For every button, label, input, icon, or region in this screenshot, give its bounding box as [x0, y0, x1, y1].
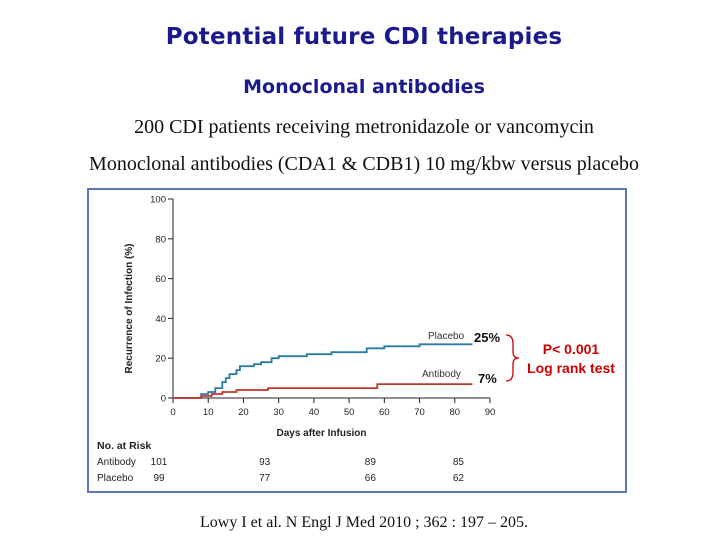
x-axis-title: Days after Infusion [276, 428, 366, 439]
bracket-icon [505, 334, 520, 382]
risk-cell: 62 [453, 473, 465, 484]
series-line-antibody [173, 383, 473, 399]
axes: 0 20 40 60 80 100 0 10 20 30 40 50 60 70 80 90 [150, 195, 495, 419]
risk-table-title: No. at Risk [97, 440, 151, 452]
y-tick-label: 100 [150, 195, 166, 206]
x-tick-label: 10 [203, 407, 214, 418]
end-label-antibody: 7% [478, 371, 497, 386]
y-axis-title: Recurrence of Infection (%) [124, 243, 135, 373]
risk-cell: 99 [153, 473, 165, 484]
y-tick-label: 0 [161, 394, 166, 405]
y-tick-label: 60 [155, 274, 166, 285]
x-tick-label: 60 [379, 407, 390, 418]
chart-labels: Days after Infusion Recurrence of Infecti… [124, 243, 615, 439]
y-tick-label: 20 [155, 354, 166, 365]
slide-title: Potential future CDI therapies [165, 24, 563, 50]
risk-row-label: Antibody [97, 457, 136, 468]
legend-label-placebo: Placebo [428, 331, 465, 342]
x-tick-label: 80 [449, 407, 460, 418]
study-population-text: 200 CDI patients receiving metronidazole… [134, 116, 594, 138]
x-tick-label: 90 [485, 407, 496, 418]
slide-subtitle: Monoclonal antibodies [243, 76, 485, 98]
citation: Lowy I et al. N Engl J Med 2010 ; 362 : … [200, 514, 528, 531]
risk-table: No. at Risk Antibody 101 93 89 85 Placebo 99 77 6… [97, 440, 464, 484]
risk-row-label: Placebo [97, 473, 134, 484]
x-tick-label: 30 [273, 407, 284, 418]
x-tick-label: 70 [414, 407, 425, 418]
risk-cell: 101 [151, 457, 168, 468]
x-tick-label: 0 [170, 407, 175, 418]
end-label-placebo: 25% [474, 330, 500, 345]
figure-frame [87, 188, 627, 493]
risk-cell: 85 [453, 457, 465, 468]
risk-cell: 77 [259, 473, 271, 484]
legend-label-antibody: Antibody [422, 369, 461, 380]
series-lines [173, 343, 473, 399]
series-line-placebo [173, 343, 473, 399]
y-tick-label: 80 [155, 234, 166, 245]
x-tick-label: 40 [309, 407, 320, 418]
x-tick-label: 50 [344, 407, 355, 418]
p-value-label: P< 0.001 [543, 341, 600, 357]
y-tick-label: 40 [155, 314, 166, 325]
study-intervention-text: Monoclonal antibodies (CDA1 & CDB1) 10 m… [89, 153, 639, 175]
test-label: Log rank test [527, 360, 615, 376]
risk-cell: 66 [365, 473, 377, 484]
x-tick-label: 20 [238, 407, 249, 418]
risk-cell: 89 [365, 457, 377, 468]
risk-cell: 93 [259, 457, 271, 468]
